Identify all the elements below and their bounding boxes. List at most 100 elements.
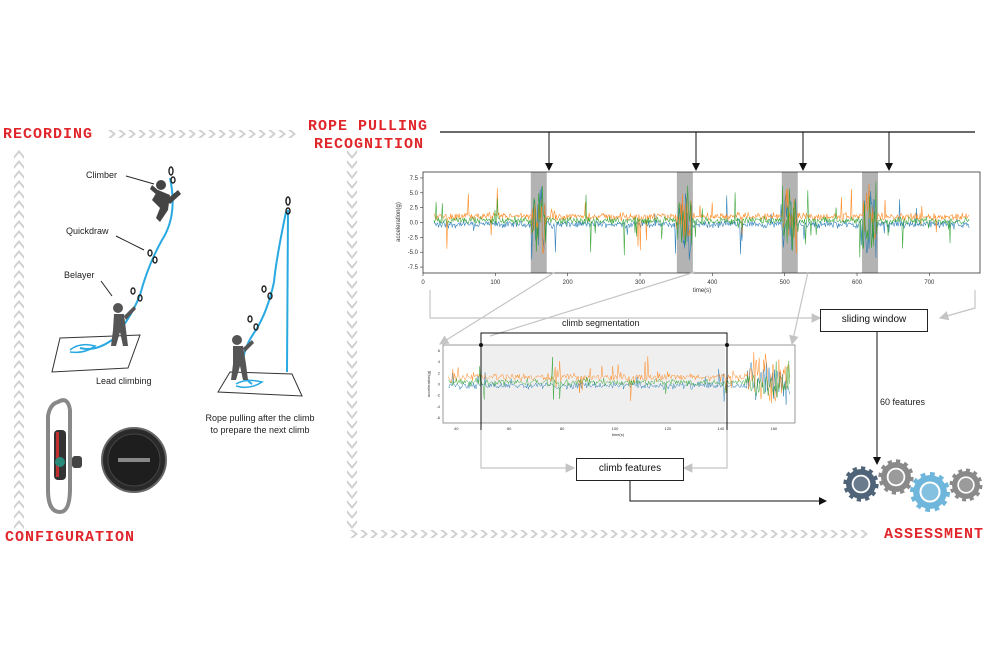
rope-straight xyxy=(286,209,289,373)
chevron-mark xyxy=(14,520,24,529)
chevron-mark xyxy=(347,230,357,239)
chevron-mark xyxy=(14,490,24,499)
chevron-mark xyxy=(347,450,357,459)
main-chart-xlabel: time(s) xyxy=(693,288,711,294)
chevron-mark xyxy=(710,530,718,538)
chevron-mark xyxy=(760,530,768,538)
chevron-mark xyxy=(14,420,24,429)
chevron-mark xyxy=(347,260,357,269)
segmentation-arrow-right xyxy=(789,271,809,346)
chevron-mark xyxy=(178,130,186,138)
quickdraw-label: Quickdraw xyxy=(66,226,109,236)
chevron-mark xyxy=(570,530,578,538)
chevron-mark xyxy=(450,530,458,538)
chevron-mark xyxy=(630,530,638,538)
chevron-mark xyxy=(14,330,24,339)
chevron-mark xyxy=(208,130,216,138)
chevron-mark xyxy=(440,530,448,538)
climb-features-arrow-left xyxy=(480,430,576,473)
chevron-mark xyxy=(138,130,146,138)
chevron-mark xyxy=(460,530,468,538)
chevron-mark xyxy=(700,530,708,538)
segment-ytick-label: -2 xyxy=(436,393,440,398)
chevron-mark xyxy=(650,530,658,538)
chevron-mark xyxy=(420,530,428,538)
rope-caption-line1: Rope pulling after the climb xyxy=(205,413,315,423)
sliding-window-arrow-left xyxy=(429,290,822,323)
chevron-mark xyxy=(560,530,568,538)
main-ytick-label: -5.0 xyxy=(408,250,419,256)
chevron-mark xyxy=(14,240,24,249)
chevron-mark xyxy=(258,130,266,138)
chevron-mark xyxy=(14,510,24,519)
chevron-mark xyxy=(14,230,24,239)
main-series-line xyxy=(433,186,970,261)
main-chart-series xyxy=(433,181,970,261)
chevron-mark xyxy=(720,530,728,538)
chevron-mark xyxy=(380,530,388,538)
chevron-mark xyxy=(347,500,357,509)
chevron-mark xyxy=(238,130,246,138)
chevron-mark xyxy=(347,480,357,489)
chevron-mark xyxy=(198,130,206,138)
belayer-label: Belayer xyxy=(64,270,95,280)
belayer-figure xyxy=(111,303,136,346)
chevron-mark xyxy=(670,530,678,538)
chevron-mark xyxy=(410,530,418,538)
chevron-mark xyxy=(278,130,286,138)
segment-series-line xyxy=(448,362,790,405)
chevron-mark xyxy=(530,530,538,538)
main-xtick-label: 200 xyxy=(563,280,574,286)
chevron-row-bottom xyxy=(350,530,868,538)
chevron-mark xyxy=(690,530,698,538)
main-xtick-label: 300 xyxy=(635,280,646,286)
chevron-mark xyxy=(840,530,848,538)
chevron-mark xyxy=(347,390,357,399)
chevron-mark xyxy=(14,310,24,319)
chevron-mark xyxy=(430,530,438,538)
chevron-mark xyxy=(14,440,24,449)
segmentation-arrow-left xyxy=(438,271,556,345)
chevron-mark xyxy=(540,530,548,538)
gear-icon xyxy=(949,468,983,502)
chevron-mark xyxy=(347,460,357,469)
chevron-mark xyxy=(750,530,758,538)
climber-label: Climber xyxy=(86,170,118,180)
chevron-mark xyxy=(14,340,24,349)
climb-segmentation-bracket xyxy=(480,332,728,440)
chevron-mark xyxy=(790,530,798,538)
chevron-mark xyxy=(347,270,357,279)
chevron-mark xyxy=(14,160,24,169)
chevron-mark xyxy=(347,410,357,419)
segment-xtick-label: 100 xyxy=(612,426,619,431)
main-xtick-label: 600 xyxy=(852,280,863,286)
segment-chart-xlabel: time(s) xyxy=(612,432,625,437)
gear-icon xyxy=(909,471,951,513)
chevron-mark xyxy=(480,530,488,538)
chevron-mark xyxy=(347,490,357,499)
chevron-column-left xyxy=(14,150,24,529)
chevron-mark xyxy=(590,530,598,538)
chevron-mark xyxy=(860,530,868,538)
chevron-mark xyxy=(148,130,156,138)
segment-xtick-label: 40 xyxy=(454,426,459,431)
chevron-mark xyxy=(108,130,116,138)
segment-ytick-label: 2 xyxy=(438,370,441,375)
gear-icon xyxy=(878,459,914,495)
climber-figure xyxy=(150,180,181,222)
chevron-mark xyxy=(347,210,357,219)
main-ytick-label: -2.5 xyxy=(408,235,419,241)
chevron-mark xyxy=(400,530,408,538)
chevron-mark xyxy=(347,400,357,409)
chevron-mark xyxy=(14,360,24,369)
chevron-mark xyxy=(14,350,24,359)
chevron-mark xyxy=(14,460,24,469)
chevron-mark xyxy=(620,530,628,538)
chevron-mark xyxy=(500,530,508,538)
chevron-mark xyxy=(248,130,256,138)
main-ytick-label: -7.5 xyxy=(408,265,419,271)
chevron-mark xyxy=(680,530,688,538)
sliding-window-arrow-right xyxy=(938,290,976,321)
segment-xtick-label: 140 xyxy=(718,426,725,431)
main-xtick-label: 500 xyxy=(780,280,791,286)
